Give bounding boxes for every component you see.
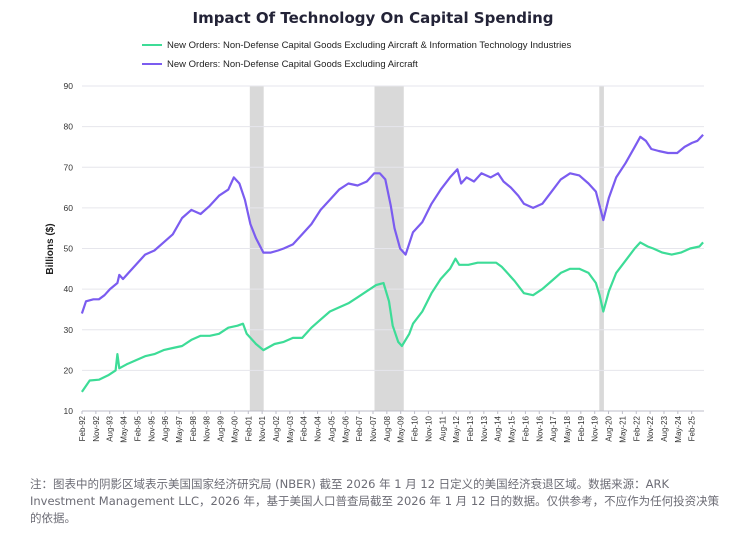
x-tick-label: May-06: [341, 415, 350, 442]
x-tick-label: Aug-20: [605, 415, 614, 441]
x-tick-label: Nov-07: [369, 415, 378, 441]
x-tick-label: Aug-23: [660, 415, 669, 441]
x-tick-label: Aug-99: [217, 415, 226, 441]
x-tick-label: Aug-05: [327, 415, 336, 441]
x-tick-label: Aug-96: [161, 415, 170, 441]
chart-plot: 10 20 30 40 50 60 70 80 90 Feb-92 Nov-92 Aug-93 May…: [45, 81, 704, 443]
x-tick-label: Nov-01: [258, 415, 267, 441]
x-tick-label: Nov-22: [646, 415, 655, 441]
y-tick-label: 90: [64, 81, 74, 91]
x-tick-label: Nov-10: [424, 415, 433, 441]
y-axis: 10 20 30 40 50 60 70 80 90: [64, 81, 74, 416]
x-tick-label: Feb-04: [300, 415, 309, 441]
y-tick-label: 40: [64, 284, 74, 294]
series: [80, 134, 704, 393]
x-tick-label: Feb-07: [355, 415, 364, 441]
legend-item-ex-aircraft-and-it: New Orders: Non-Defense Capital Goods Ex…: [142, 38, 571, 52]
x-tick-label: May-00: [230, 415, 239, 442]
y-tick-label: 60: [64, 203, 74, 213]
x-tick-label: Nov-95: [147, 415, 156, 441]
x-tick-label: Aug-14: [494, 415, 503, 441]
x-tick-label: May-12: [452, 415, 461, 442]
x-tick-label: Feb-19: [577, 415, 586, 441]
x-tick-label: Feb-92: [78, 415, 87, 441]
x-tick-label: May-97: [175, 415, 184, 442]
x-tick-label: Nov-04: [314, 415, 323, 441]
x-tick-label: Aug-11: [438, 415, 447, 441]
x-axis: Feb-92 Nov-92 Aug-93 May-94 Feb-95 Nov-95 Aug-…: [78, 411, 697, 443]
x-tick-label: Feb-95: [133, 415, 142, 441]
chart-title: Impact Of Technology On Capital Spending: [192, 9, 554, 27]
y-tick-label: 20: [64, 365, 74, 375]
x-tick-label: May-03: [286, 415, 295, 442]
x-tick-label: May-15: [508, 415, 517, 442]
x-tick-label: Feb-16: [521, 415, 530, 441]
x-tick-label: Aug-17: [549, 415, 558, 441]
x-tick-label: Nov-92: [92, 415, 101, 441]
x-tick-label: May-21: [618, 415, 627, 442]
x-tick-label: May-18: [563, 415, 572, 442]
legend-label: New Orders: Non-Defense Capital Goods Ex…: [167, 58, 418, 70]
x-tick-label: Nov-13: [480, 415, 489, 441]
y-tick-label: 30: [64, 325, 74, 335]
x-tick-label: Feb-01: [244, 415, 253, 441]
series-line-ex-aircraft-and-it: [80, 241, 704, 393]
x-tick-label: Nov-16: [535, 415, 544, 441]
y-tick-label: 80: [64, 122, 74, 132]
legend-swatch-purple: [142, 63, 162, 65]
x-tick-label: May-09: [397, 415, 406, 442]
x-tick-label: Feb-25: [688, 415, 697, 441]
legend-label: New Orders: Non-Defense Capital Goods Ex…: [167, 39, 572, 51]
x-tick-label: Feb-13: [466, 415, 475, 441]
x-tick-label: Feb-22: [632, 415, 641, 441]
x-tick-label: Feb-98: [189, 415, 198, 441]
x-tick-label: Aug-08: [383, 415, 392, 441]
y-axis-label: Billions ($): [45, 223, 56, 274]
y-tick-label: 70: [64, 162, 74, 172]
x-tick-label: May-94: [120, 415, 129, 442]
x-tick-label: Aug-02: [272, 415, 281, 441]
x-tick-label: Nov-19: [591, 415, 600, 441]
series-line-ex-aircraft: [80, 134, 704, 314]
x-tick-label: May-24: [674, 415, 683, 442]
x-tick-label: Nov-98: [203, 415, 212, 441]
x-tick-label: Aug-93: [106, 415, 115, 441]
y-tick-label: 10: [64, 406, 74, 416]
legend-swatch-green: [142, 44, 162, 46]
legend-item-ex-aircraft: New Orders: Non-Defense Capital Goods Ex…: [142, 57, 418, 71]
footnote: 注：图表中的阴影区域表示美国国家经济研究局 (NBER) 截至 2026 年 1…: [30, 477, 720, 525]
x-tick-label: Feb-10: [411, 415, 420, 441]
y-tick-label: 50: [64, 244, 74, 254]
